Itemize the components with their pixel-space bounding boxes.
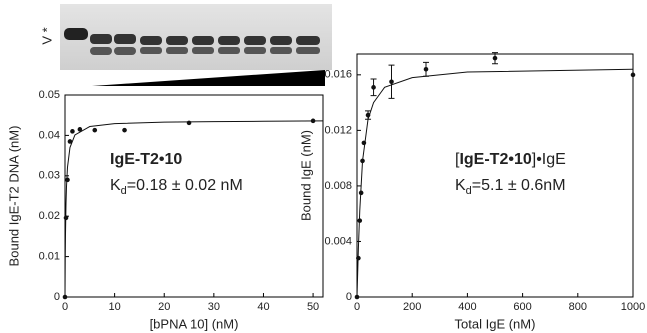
y-tick-label: 0.004	[324, 235, 352, 247]
x-tick-label: 50	[307, 301, 319, 313]
x-tick-label: 0	[62, 301, 68, 313]
y-tick-label: 0.03	[39, 170, 60, 182]
annotation: Kd=0.18 ± 0.02 nM	[110, 177, 243, 197]
y-axis-label: Bound IgE (nM)	[298, 130, 313, 221]
gel-label: V *	[39, 27, 54, 44]
figure: V * 0 10 20 30 40 50 0 0.01 0.02 0.03 0.04 0.05 [bPN…	[0, 0, 647, 333]
data-point	[122, 128, 127, 133]
y-tick-label: 0.016	[324, 69, 352, 81]
data-point	[92, 128, 97, 133]
data-point	[371, 85, 376, 90]
annotation-part: IgE-T2•10	[459, 151, 531, 168]
annotation-part: =5.1 ± 0.6nM	[472, 177, 566, 194]
x-tick-label: 10	[108, 301, 120, 313]
gel-image	[60, 4, 332, 70]
y-axis-label: Bound IgE-T2 DNA (nM)	[6, 126, 21, 267]
annotation-part: IgE-T2•10	[110, 151, 182, 168]
y-tick-label: 0.04	[39, 129, 60, 141]
x-tick-label: 600	[513, 301, 531, 313]
x-tick-label: 400	[458, 301, 476, 313]
data-point	[389, 79, 394, 84]
annotation: Kd=5.1 ± 0.6nM	[455, 177, 566, 197]
x-tick-label: 800	[569, 301, 587, 313]
y-tick-label: 0.01	[39, 251, 60, 263]
concentration-wedge	[92, 70, 325, 86]
x-axis-label: [bPNA 10] (nM)	[150, 316, 239, 331]
data-point	[65, 178, 70, 183]
annotation-part: K	[455, 177, 466, 194]
data-point	[424, 67, 429, 72]
fit-curve	[65, 121, 323, 297]
x-tick-label: 40	[257, 301, 269, 313]
y-tick-label: 0.02	[39, 210, 60, 222]
x-tick-label: 20	[158, 301, 170, 313]
y-tick-label: 0	[54, 291, 60, 303]
x-tick-label: 0	[354, 301, 360, 313]
annotation-part: ]•IgE	[532, 151, 566, 168]
data-point	[631, 73, 636, 78]
annotation-part: =0.18 ± 0.02 nM	[127, 177, 243, 194]
y-tick-label: 0.05	[39, 89, 60, 101]
x-tick-label: 30	[208, 301, 220, 313]
plot-frame	[357, 54, 633, 297]
annotation: IgE-T2•10	[110, 151, 182, 168]
x-tick-label: 200	[403, 301, 421, 313]
annotation-part: K	[110, 177, 121, 194]
x-tick-label: 1000	[621, 301, 645, 313]
page: {"gel": {"label": "V *"}, "chart_data": …	[0, 0, 647, 333]
data-point	[70, 129, 75, 134]
annotation: [IgE-T2•10]•IgE	[455, 151, 566, 168]
y-tick-label: 0.012	[324, 124, 352, 136]
y-tick-label: 0	[346, 291, 352, 303]
y-tick-label: 0.008	[324, 180, 352, 192]
data-point	[187, 121, 192, 126]
x-axis-label: Total IgE (nM)	[455, 316, 536, 331]
data-point	[493, 56, 498, 61]
